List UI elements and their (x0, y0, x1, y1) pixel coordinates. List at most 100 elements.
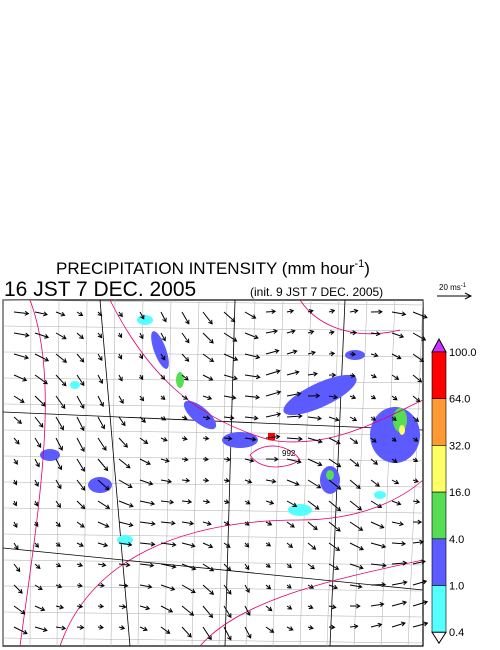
colorbar-segment (431, 351, 447, 400)
title-text: PRECIPITATION INTENSITY (mm hour (56, 259, 355, 278)
wind-arrow (118, 625, 126, 630)
wind-arrow (328, 372, 337, 378)
wind-arrow (223, 374, 238, 381)
wind-arrow (286, 458, 302, 464)
wind-arrow (202, 521, 212, 526)
wind-arrow (244, 353, 261, 360)
parallel (2, 299, 424, 306)
wind-arrow (349, 458, 360, 467)
wind-arrow (349, 563, 364, 570)
wind-arrow (370, 373, 377, 379)
wind-arrow (34, 416, 44, 428)
wind-arrow (244, 626, 252, 639)
wind-arrow (244, 436, 257, 442)
wind-arrow (223, 542, 231, 548)
wind-arrow (139, 500, 156, 506)
wind-arrow (223, 584, 232, 595)
meridian (110, 299, 116, 647)
wind-arrow (265, 478, 277, 484)
wind-arrow (34, 605, 46, 612)
wind-arrow (391, 479, 400, 485)
wind-arrow (328, 479, 342, 490)
parallel (2, 325, 424, 332)
wind-arrow (202, 332, 214, 344)
wind-arrow (118, 437, 128, 448)
colorbar-segment (431, 445, 447, 493)
parallel (2, 637, 424, 644)
wind-arrow (202, 374, 214, 381)
wind-arrow (181, 605, 195, 616)
wind-arrow (307, 371, 319, 377)
wind-arrow (223, 353, 239, 361)
colorbar-label: 0.4 (449, 627, 464, 639)
wind-arrow (55, 437, 63, 451)
wind-arrow (391, 541, 407, 547)
wind-arrow (12, 479, 18, 486)
precip-yellow (399, 425, 405, 435)
wind-arrow (223, 520, 231, 526)
wind-arrow (118, 604, 127, 610)
wind-arrow (160, 458, 170, 463)
wind-arrow (160, 626, 171, 634)
wind-arrow (370, 521, 385, 529)
wind-arrow (34, 479, 39, 487)
wind-scale-text: 20 ms (439, 283, 461, 292)
wind-arrow (307, 458, 323, 467)
colorbar-label: 32.0 (449, 440, 470, 452)
wind-arrow (328, 330, 335, 336)
wind-arrow (370, 500, 383, 508)
wind-arrow (412, 499, 421, 504)
wind-arrow (328, 624, 336, 630)
wind-arrow (97, 562, 107, 568)
meridian (218, 299, 228, 647)
wind-arrow (138, 374, 144, 381)
wind-arrow (328, 521, 341, 532)
wind-arrow (13, 626, 28, 635)
wind-arrow (13, 542, 19, 551)
wind-arrow (328, 542, 341, 551)
parallel (2, 403, 424, 410)
wind-arrow (97, 479, 110, 491)
wind-arrow (244, 332, 259, 340)
wind-arrow (244, 563, 250, 571)
wind-arrow (412, 353, 425, 363)
wind-arrow (202, 395, 213, 401)
wind-arrow (391, 560, 408, 566)
meridian (29, 299, 32, 647)
wind-arrow (244, 374, 261, 380)
wind-scale-label: 20 ms-1 (439, 283, 467, 292)
parallel (2, 559, 424, 566)
init-time: (init. 9 JST 7 DEC. 2005) (250, 285, 383, 299)
wind-arrow (160, 332, 166, 342)
wind-arrow (34, 374, 48, 385)
wind-arrow (202, 477, 210, 483)
wind-arrow (307, 479, 322, 489)
wind-arrow (55, 395, 66, 409)
parallel (2, 611, 424, 618)
wind-arrow (328, 416, 340, 422)
wind-arrow (160, 542, 177, 548)
meridian (164, 299, 172, 647)
colorbar-over (431, 337, 447, 353)
wind-arrow (13, 353, 30, 360)
wind-arrow (202, 605, 214, 619)
wind-arrow (34, 542, 40, 548)
wind-arrow (391, 374, 400, 380)
wind-arrow (160, 437, 168, 442)
parallel (2, 507, 424, 514)
wind-arrow (391, 437, 397, 442)
meridian (353, 299, 368, 647)
wind-arrow (307, 625, 314, 630)
wind-arrow (139, 521, 156, 527)
wind-arrow (328, 563, 340, 570)
wind-arrow (202, 311, 213, 325)
wind-arrow (97, 353, 103, 362)
wind-arrow (370, 562, 387, 568)
colorbar-segment (431, 491, 447, 540)
meridian (407, 299, 424, 647)
wind-arrow (265, 500, 275, 505)
wind-arrow (139, 395, 145, 402)
colorbar-label: 64.0 (449, 394, 470, 406)
wind-arrow (118, 542, 133, 547)
wind-arrow (412, 621, 429, 628)
